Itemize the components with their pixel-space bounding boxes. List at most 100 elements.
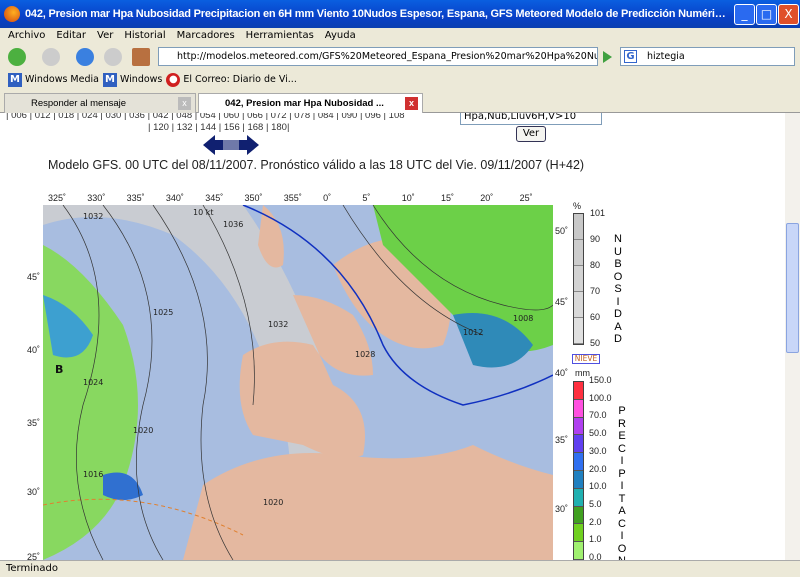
pressure-label: 1025 (153, 308, 173, 317)
precip-swatch (574, 470, 583, 489)
stop-icon[interactable] (104, 48, 122, 66)
tab-responder[interactable]: Responder al mensaje x (4, 93, 196, 113)
precip-swatch (574, 488, 583, 507)
menu-herramientas[interactable]: Herramientas (245, 30, 314, 41)
tab-bar: Responder al mensaje x 042, Presion mar … (0, 91, 800, 113)
thickness-line-552 (242, 205, 553, 406)
prev-next-arrows-icon[interactable] (203, 135, 259, 155)
forecast-hours-links[interactable]: | 006 | 012 | 018 | 024 | 030 | 036 | 04… (6, 113, 405, 121)
product-select[interactable]: Hpa,Nub,Lluv6H,V>10 (460, 113, 602, 125)
latitude-label: 30˚ (555, 504, 569, 514)
menu-editar[interactable]: Editar (56, 30, 86, 41)
close-tab-icon[interactable]: x (405, 97, 418, 110)
bookmark-el-correo[interactable]: ● El Correo: Diario de Vi... (166, 73, 297, 87)
bookmark-windows-media[interactable]: M Windows Media (8, 73, 99, 87)
precip-core (453, 313, 533, 368)
cloud-swatch (574, 266, 583, 292)
menu-bar: Archivo Editar Ver Historial Marcadores … (0, 28, 800, 45)
longitude-label: 325˚ (48, 193, 67, 203)
longitude-label: 350˚ (244, 193, 263, 203)
ver-button[interactable]: Ver (516, 126, 546, 142)
precip-tick: 100.0 (589, 392, 612, 403)
menu-ayuda[interactable]: Ayuda (324, 30, 356, 41)
forecast-hours-links-2[interactable]: | 120 | 132 | 144 | 156 | 168 | 180| (148, 122, 290, 133)
precip-core (43, 295, 93, 358)
tab-meteored[interactable]: 042, Presion mar Hpa Nubosidad ... x (198, 93, 423, 113)
pressure-label: 1012 (463, 328, 483, 337)
pressure-label: 1032 (83, 212, 103, 221)
precip-swatch (574, 399, 583, 418)
firefox-icon (4, 6, 20, 22)
latitude-label: 40˚ (27, 345, 41, 355)
pressure-label: 1016 (83, 470, 103, 479)
latitude-label: 45˚ (555, 297, 569, 307)
longitude-label: 20˚ (480, 193, 494, 203)
pressure-label: 1020 (133, 426, 153, 435)
precip-tick: 2.0 (589, 516, 602, 527)
latitude-label: 50˚ (555, 226, 569, 236)
bookmark-label: El Correo: Diario de Vi... (183, 74, 297, 85)
tab-label: Responder al mensaje (31, 98, 127, 109)
precip-tick: 30.0 (589, 445, 607, 456)
precip-tick: 1.0 (589, 534, 602, 545)
precip-tick: 0.0 (589, 552, 602, 560)
title-bar: 042, Presion mar Hpa Nubosidad Precipita… (0, 0, 800, 28)
pressure-label: 1032 (268, 320, 288, 329)
precip-swatch (574, 453, 583, 471)
precip-unit: mm (575, 368, 590, 378)
close-tab-icon[interactable]: x (178, 97, 191, 110)
menu-ver[interactable]: Ver (97, 30, 114, 41)
close-window-button[interactable]: X (778, 4, 799, 25)
cloud-swatch (574, 240, 583, 266)
vertical-scrollbar[interactable] (785, 113, 800, 560)
menu-historial[interactable]: Historial (124, 30, 166, 41)
forward-icon[interactable] (42, 48, 60, 66)
snow-label: NIEVE (572, 354, 600, 364)
latitude-label: 40˚ (555, 368, 569, 378)
search-input[interactable]: hiztegia (620, 47, 795, 66)
low-pressure-marker: B (55, 363, 63, 376)
cloud-colorbar (573, 213, 584, 345)
precip-swatch (574, 524, 583, 543)
go-icon[interactable] (603, 51, 612, 63)
cloud-tick: 60 (590, 312, 601, 322)
minimize-button[interactable]: _ (734, 4, 755, 25)
longitude-label: 355˚ (283, 193, 302, 203)
maximize-button[interactable]: □ (756, 4, 777, 25)
longitude-label: 340˚ (165, 193, 184, 203)
back-icon[interactable] (8, 48, 26, 66)
precip-swatch (574, 435, 583, 454)
url-input[interactable]: http://modelos.meteored.com/GFS%20Meteor… (158, 47, 598, 66)
menu-archivo[interactable]: Archivo (8, 30, 46, 41)
latitude-label: 30˚ (27, 487, 41, 497)
weather-map: 1032 1036 1024 1025 1016 1020 1020 1032 … (43, 205, 553, 560)
precip-tick: 10.0 (589, 481, 607, 492)
longitude-label: 25˚ (519, 193, 533, 203)
precip-legend-title: PRECIPITACION (617, 405, 627, 560)
land-africa (183, 445, 553, 560)
latitude-label: 45˚ (27, 272, 41, 282)
bookmark-windows[interactable]: M Windows (102, 73, 162, 87)
window-title: 042, Presion mar Hpa Nubosidad Precipita… (25, 8, 730, 20)
scrollbar-thumb[interactable] (786, 223, 799, 353)
precip-tick: 20.0 (589, 463, 607, 474)
home-icon[interactable] (132, 48, 150, 66)
reload-icon[interactable] (76, 48, 94, 66)
bookmark-icon: ● (166, 73, 181, 87)
precip-swatch (574, 382, 583, 400)
pressure-label: 1036 (223, 220, 243, 229)
cloud-unit: % (573, 201, 582, 211)
menu-marcadores[interactable]: Marcadores (176, 30, 235, 41)
bookmark-icon: M (102, 73, 117, 87)
precip-tick: 50.0 (589, 428, 607, 439)
longitude-label: 335˚ (126, 193, 145, 203)
precip-tick: 70.0 (589, 410, 607, 421)
precip-swatch (574, 417, 583, 436)
cloud-tick: 70 (590, 286, 601, 296)
google-icon[interactable]: G (624, 50, 637, 63)
navigation-toolbar: http://modelos.meteored.com/GFS%20Meteor… (0, 45, 800, 69)
bookmark-icon: M (8, 73, 22, 87)
cloud-swatch (574, 318, 583, 344)
isobars (62, 205, 553, 560)
